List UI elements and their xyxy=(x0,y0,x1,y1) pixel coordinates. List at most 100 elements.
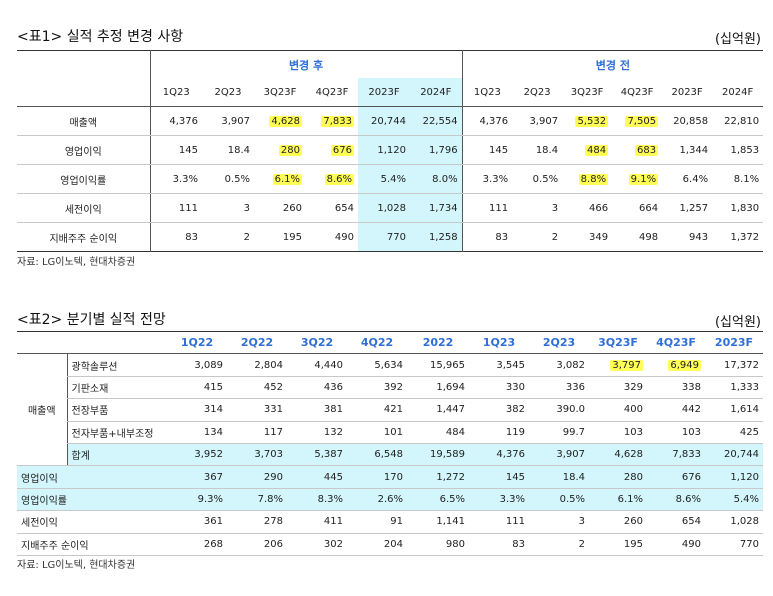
value-cell: 980 xyxy=(407,533,469,556)
table-row: 세전이익 111 3 260 654 1,028 1,734 111 3 466 664 1,257 1… xyxy=(17,193,764,223)
value-cell: 3,952 xyxy=(167,443,227,467)
value-cell: 132 xyxy=(287,421,347,444)
value-cell: 0.5% xyxy=(202,164,254,194)
table-row: 세전이익 361 278 411 91 1,141 111 3 260 654 1,028 xyxy=(17,510,763,534)
table-row: 전장부품 314 331 381 421 1,447 382 390.0 400 442 1,614 xyxy=(17,398,763,422)
value-cell: 498 xyxy=(638,231,659,243)
revenue-group-label: 매출액 xyxy=(17,353,67,467)
value-cell: 421 xyxy=(347,398,407,422)
value-cell: 15,965 xyxy=(407,353,469,377)
value-cell: 943 xyxy=(688,231,709,243)
value-cell: 425 xyxy=(705,421,763,444)
value-cell: 20,744 xyxy=(358,106,410,136)
value-cell: 19,589 xyxy=(407,443,469,467)
value-cell: 654 xyxy=(306,193,358,223)
value-cell: 338 xyxy=(647,376,705,400)
value-cell: 4,628 xyxy=(254,106,306,136)
table1-title: <표1> 실적 추정 변경 사항 xyxy=(17,29,184,45)
highlighted-value: 6.1% xyxy=(272,173,302,185)
value-cell: 1,120 xyxy=(705,465,763,489)
value-cell: 466 xyxy=(562,193,613,223)
value-cell: 6,949 xyxy=(647,353,705,377)
value-cell: 4,376 xyxy=(149,106,202,136)
value-cell: 20,858 xyxy=(662,106,713,136)
period-header: 2Q23 xyxy=(202,78,254,107)
value-cell: 1,120 xyxy=(358,135,410,165)
value-cell: 1,344 xyxy=(662,135,713,165)
value-cell: 382 xyxy=(469,398,529,422)
value-cell: 280 xyxy=(254,135,306,165)
highlighted-value: 676 xyxy=(330,144,354,156)
period-header: 1Q22 xyxy=(167,331,227,355)
row-label: 기판소재 xyxy=(66,376,167,400)
value-cell: 3.3% xyxy=(149,164,202,194)
value-cell: 4,376 xyxy=(461,106,513,136)
period-header: 2023F xyxy=(358,78,410,107)
value-cell: 0.5% xyxy=(529,488,589,512)
value-cell: 664 xyxy=(612,193,663,223)
table-row: 영업이익률 9.3% 7.8% 8.3% 2.6% 6.5% 3.3% 0.5% 6.1% 8.6… xyxy=(17,488,763,512)
value-cell: 330 xyxy=(469,376,529,400)
value-cell: 103 xyxy=(647,421,705,444)
value-cell: 676 xyxy=(647,465,705,489)
value-cell: 83 xyxy=(149,222,202,252)
period-header: 4Q23F xyxy=(612,78,663,107)
value-cell: 3,797 xyxy=(589,353,647,377)
value-cell: 3.3% xyxy=(461,164,513,194)
value-cell: 329 xyxy=(589,376,647,400)
value-cell: 336 xyxy=(529,376,589,400)
row-label: 영업이익 xyxy=(17,465,167,489)
table2-unit: (십억원) xyxy=(714,315,761,330)
table1-source: 자료: LG이노텍, 현대차증권 xyxy=(17,257,136,268)
value-cell: 1,447 xyxy=(407,398,469,422)
value-cell: 204 xyxy=(347,533,407,556)
period-header: 2022 xyxy=(407,331,469,355)
highlighted-value: 683 xyxy=(634,144,659,156)
value-cell: 170 xyxy=(347,465,407,489)
table-row: 지배주주 순이익 268 206 302 204 980 83 2 195 490 770 xyxy=(17,533,763,556)
highlighted-value: 9.1% xyxy=(628,173,659,185)
row-label: 영업이익 xyxy=(17,135,150,165)
value-cell: 3,703 xyxy=(227,443,287,467)
highlighted-value: 6,949 xyxy=(668,359,701,371)
value-cell: 411 xyxy=(287,510,347,534)
value-cell: 280 xyxy=(589,465,647,489)
value-cell: 1,614 xyxy=(705,398,763,422)
value-cell: 349 xyxy=(588,231,609,243)
value-cell: 3,907 xyxy=(202,106,254,136)
value-cell: 654 xyxy=(647,510,705,534)
value-cell: 7,833 xyxy=(647,443,705,467)
table-row: 영업이익 367 290 445 170 1,272 145 18.4 280 676 1,120 xyxy=(17,465,763,489)
quarterly-forecast-table: 1Q22 2Q22 3Q22 4Q22 2022 1Q23 2Q23 3Q23F… xyxy=(17,331,763,556)
value-cell: 2.6% xyxy=(347,488,407,512)
value-cell: 436 xyxy=(287,376,347,400)
highlighted-value: 280 xyxy=(278,144,302,156)
value-cell: 145 xyxy=(469,465,529,489)
value-cell: 4,628 xyxy=(589,443,647,467)
value-cell: 4,376 xyxy=(469,443,529,467)
value-cell: 3 xyxy=(512,193,563,223)
value-cell: 8.6% xyxy=(306,164,358,194)
period-header: 2Q22 xyxy=(227,331,287,355)
group-after-header: 변경 후 xyxy=(149,50,463,78)
value-cell: 5,532 xyxy=(562,106,613,136)
value-cell: 2 xyxy=(529,533,589,556)
value-cell: 1,796 xyxy=(410,135,463,165)
value-cell: 145 xyxy=(461,135,513,165)
value-cell: 6.5% xyxy=(407,488,469,512)
value-cell: 18.4 xyxy=(512,135,563,165)
corner-cell xyxy=(17,331,167,355)
period-header: 3Q22 xyxy=(287,331,347,355)
value-cell: 111 xyxy=(469,510,529,534)
table-row: 합계 3,952 3,703 5,387 6,548 19,589 4,376 3,907 4,… xyxy=(17,443,763,467)
period-header: 2Q23 xyxy=(529,331,589,355)
value-cell: 3 xyxy=(202,193,254,223)
value-cell: 111 xyxy=(149,193,202,223)
value-cell: 22,554 xyxy=(410,106,463,136)
value-cell: 9.3% xyxy=(167,488,227,512)
value-cell: 83 xyxy=(461,222,513,252)
value-cell: 206 xyxy=(227,533,287,556)
value-cell: 1,372 xyxy=(730,231,760,243)
highlighted-value: 8.6% xyxy=(324,173,354,185)
value-cell: 4,440 xyxy=(287,353,347,377)
